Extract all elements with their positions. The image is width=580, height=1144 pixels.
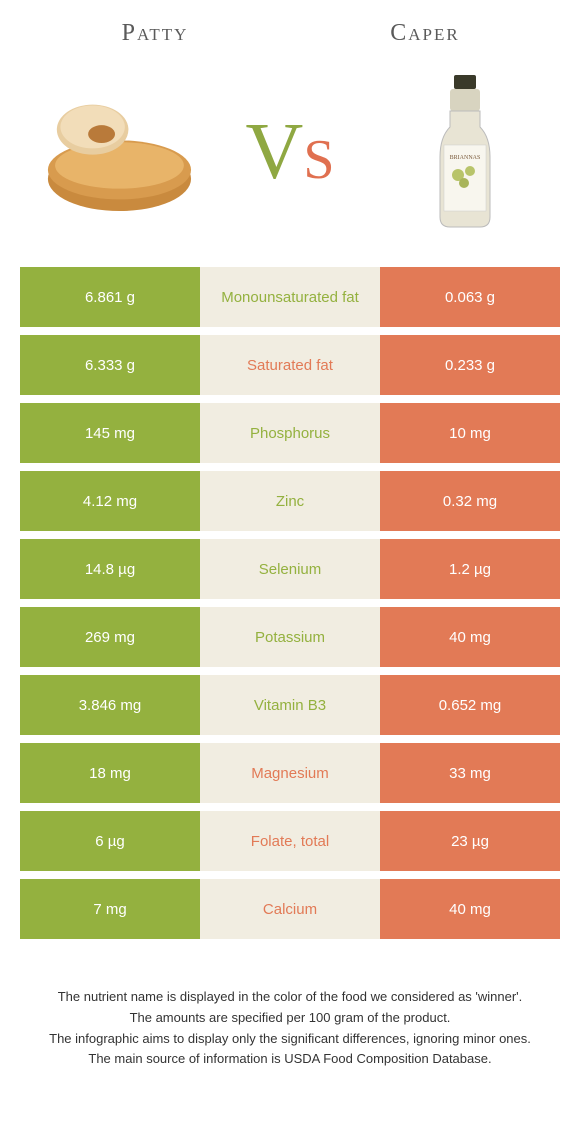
nutrient-label: Monounsaturated fat: [200, 267, 380, 327]
value-left: 18 mg: [20, 743, 200, 803]
patty-icon: [30, 82, 200, 222]
patty-image: [30, 82, 200, 222]
value-left: 7 mg: [20, 879, 200, 939]
nutrient-label: Potassium: [200, 607, 380, 667]
table-row: 4.12 mgZinc0.32 mg: [20, 471, 560, 531]
footer-text: The nutrient name is displayed in the co…: [0, 947, 580, 1100]
value-left: 6.861 g: [20, 267, 200, 327]
value-left: 14.8 µg: [20, 539, 200, 599]
table-row: 6.861 gMonounsaturated fat0.063 g: [20, 267, 560, 327]
title-right: Caper: [290, 20, 560, 47]
value-right: 23 µg: [380, 811, 560, 871]
footer-line-1: The nutrient name is displayed in the co…: [30, 987, 550, 1008]
table-row: 6 µgFolate, total23 µg: [20, 811, 560, 871]
nutrient-label: Saturated fat: [200, 335, 380, 395]
table-row: 6.333 gSaturated fat0.233 g: [20, 335, 560, 395]
table-row: 3.846 mgVitamin B30.652 mg: [20, 675, 560, 735]
table-row: 7 mgCalcium40 mg: [20, 879, 560, 939]
table-row: 269 mgPotassium40 mg: [20, 607, 560, 667]
nutrient-label: Vitamin B3: [200, 675, 380, 735]
value-right: 1.2 µg: [380, 539, 560, 599]
svg-text:BRIANNAS: BRIANNAS: [450, 155, 481, 161]
nutrient-label: Calcium: [200, 879, 380, 939]
value-right: 0.652 mg: [380, 675, 560, 735]
value-left: 3.846 mg: [20, 675, 200, 735]
table-row: 145 mgPhosphorus10 mg: [20, 403, 560, 463]
vs-label: Vs: [246, 112, 335, 192]
footer-line-3: The infographic aims to display only the…: [30, 1029, 550, 1050]
value-left: 6.333 g: [20, 335, 200, 395]
nutrient-label: Magnesium: [200, 743, 380, 803]
value-right: 10 mg: [380, 403, 560, 463]
caper-image: BRIANNAS: [380, 82, 550, 222]
value-left: 6 µg: [20, 811, 200, 871]
title-left: Patty: [20, 20, 290, 47]
table-row: 14.8 µgSelenium1.2 µg: [20, 539, 560, 599]
value-left: 145 mg: [20, 403, 200, 463]
footer-line-4: The main source of information is USDA F…: [30, 1049, 550, 1070]
vs-s: s: [303, 108, 334, 196]
footer-line-2: The amounts are specified per 100 gram o…: [30, 1008, 550, 1029]
images-row: Vs BRIANNAS: [0, 57, 580, 267]
value-right: 0.063 g: [380, 267, 560, 327]
value-right: 33 mg: [380, 743, 560, 803]
value-left: 4.12 mg: [20, 471, 200, 531]
value-right: 40 mg: [380, 607, 560, 667]
value-left: 269 mg: [20, 607, 200, 667]
nutrient-label: Folate, total: [200, 811, 380, 871]
nutrient-label: Phosphorus: [200, 403, 380, 463]
table-row: 18 mgMagnesium33 mg: [20, 743, 560, 803]
vs-v: V: [246, 108, 304, 196]
value-right: 0.233 g: [380, 335, 560, 395]
comparison-table: 6.861 gMonounsaturated fat0.063 g 6.333 g…: [0, 267, 580, 939]
nutrient-label: Zinc: [200, 471, 380, 531]
value-right: 40 mg: [380, 879, 560, 939]
value-right: 0.32 mg: [380, 471, 560, 531]
nutrient-label: Selenium: [200, 539, 380, 599]
header-titles: Patty Caper: [0, 0, 580, 57]
bottle-icon: BRIANNAS: [410, 67, 520, 237]
